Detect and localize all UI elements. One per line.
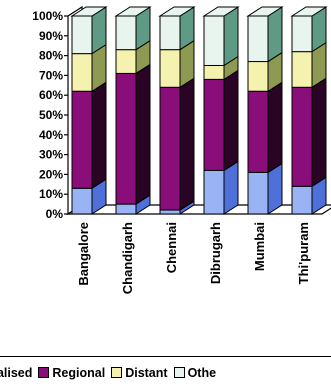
- bar-segment-regional: [71, 90, 93, 189]
- bar-segment-others: [247, 15, 269, 63]
- bar-top: [70, 6, 108, 17]
- bar-segment-side: [223, 69, 239, 172]
- legend-label: Distant: [125, 366, 168, 380]
- bar-top: [158, 6, 196, 17]
- bar-segment-localised: [291, 185, 313, 215]
- category-label: Dibrugarh: [208, 222, 223, 284]
- bar-segment-distant: [247, 61, 269, 92]
- legend-label: calised: [0, 366, 33, 380]
- bar-segment-regional: [291, 86, 313, 187]
- bar-segment-side: [135, 63, 151, 206]
- bar-segment-localised: [203, 169, 225, 215]
- bar-segment-others: [71, 15, 93, 55]
- bar-segment-side: [179, 77, 195, 211]
- bar-segment-distant: [291, 51, 313, 88]
- bar-segment-others: [203, 15, 225, 66]
- bar-segment-others: [291, 15, 313, 53]
- bar-segment-regional: [115, 72, 137, 205]
- y-tick-label: 30%: [39, 148, 63, 162]
- bar-segment-others: [159, 15, 181, 51]
- category-label: Mumbai: [252, 222, 267, 271]
- y-tick-label: 20%: [39, 167, 63, 181]
- category-label: Bangalore: [76, 222, 91, 286]
- bar-segment-distant: [159, 49, 181, 88]
- y-tick-label: 100%: [32, 9, 63, 23]
- y-tick-label: 70%: [39, 68, 63, 82]
- bar-segment-side: [223, 6, 239, 67]
- y-tick-label: 40%: [39, 128, 63, 142]
- y-tick-label: 10%: [39, 187, 63, 201]
- bar-top: [202, 6, 240, 17]
- legend: calised Regional Distant Othe: [0, 356, 331, 389]
- legend-item-others: Othe: [173, 366, 217, 380]
- bar-top: [246, 6, 284, 17]
- y-tick-label: 90%: [39, 29, 63, 43]
- category-label: Chennai: [164, 222, 179, 273]
- bar-segment-side: [311, 77, 327, 188]
- bar-segment-localised: [115, 203, 137, 215]
- bar-segment-side: [91, 81, 107, 190]
- bar-segment-localised: [247, 171, 269, 215]
- legend-label: Regional: [52, 366, 106, 380]
- bar-segment-side: [267, 81, 283, 174]
- bar-top: [290, 6, 328, 17]
- bar-segment-regional: [247, 90, 269, 173]
- legend-item-regional: Regional: [38, 366, 105, 380]
- bar-segment-distant: [203, 65, 225, 80]
- y-tick-label: 80%: [39, 49, 63, 63]
- bar-segment-distant: [115, 49, 137, 74]
- bar-segment-localised: [159, 209, 181, 215]
- bar-segment-others: [115, 15, 137, 51]
- category-label: Thi'puram: [296, 222, 311, 284]
- y-tick-label: 60%: [39, 88, 63, 102]
- legend-swatch: [38, 367, 50, 378]
- stacked-bar-chart: 0% 10% 20% 30% 40% 50% 60% 70% 80% 90% 100% Bangalo…: [32, 5, 331, 294]
- bar-top: [114, 6, 152, 17]
- legend-label: Othe: [187, 366, 217, 380]
- y-tick-label: 50%: [39, 108, 63, 122]
- y-tick-label: 0%: [46, 207, 64, 221]
- bar-segment-regional: [203, 78, 225, 171]
- bar-segment-localised: [71, 187, 93, 215]
- legend-item-distant: Distant: [111, 366, 168, 380]
- legend-swatch: [111, 367, 123, 378]
- legend-swatch: [173, 367, 185, 378]
- bar-segment-distant: [71, 53, 93, 92]
- category-label: Chandigarh: [120, 222, 135, 294]
- legend-item-localised: calised: [0, 366, 32, 380]
- bar-segment-regional: [159, 86, 181, 211]
